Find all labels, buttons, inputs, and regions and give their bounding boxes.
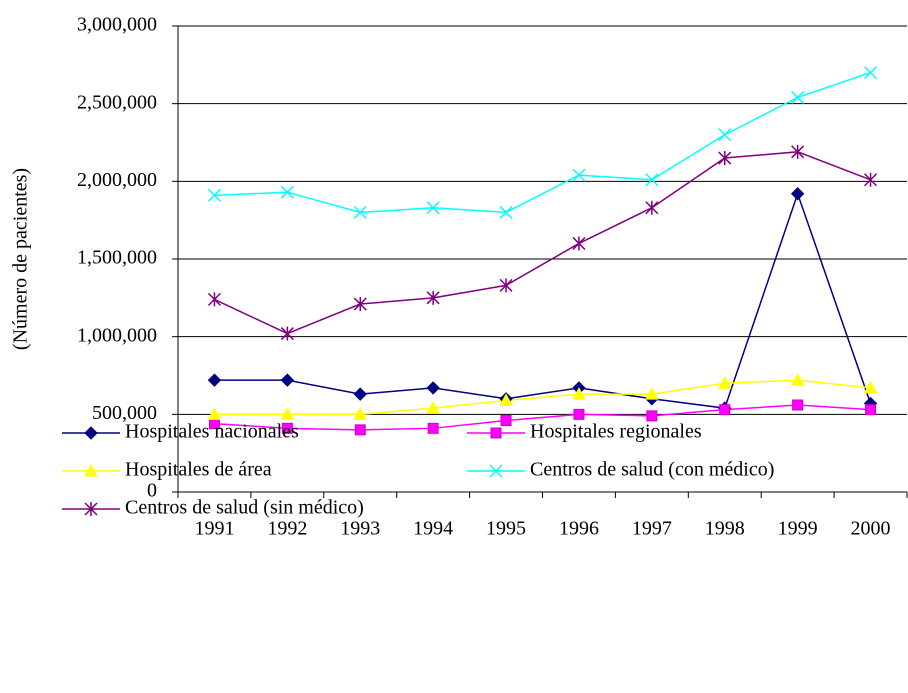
marker xyxy=(353,387,367,401)
marker xyxy=(718,151,732,166)
marker xyxy=(646,410,658,422)
x-tick-label: 1999 xyxy=(778,518,818,540)
marker xyxy=(499,278,513,293)
x-tick-label: 1992 xyxy=(267,518,307,540)
marker xyxy=(353,407,368,420)
marker xyxy=(207,407,222,420)
marker xyxy=(864,66,878,80)
marker xyxy=(280,407,295,420)
marker xyxy=(645,387,659,400)
marker xyxy=(207,188,221,202)
marker xyxy=(790,373,805,386)
marker xyxy=(353,297,367,312)
marker xyxy=(427,422,439,434)
legend-label: Hospitales nacionales xyxy=(125,421,299,443)
marker xyxy=(426,290,440,305)
marker xyxy=(573,408,585,420)
marker xyxy=(719,404,731,416)
marker xyxy=(280,373,295,387)
marker xyxy=(572,387,586,400)
legend-label: Hospitales de área xyxy=(125,459,272,481)
legend-marker xyxy=(489,464,503,478)
y-tick-label: 500,000 xyxy=(92,402,157,424)
y-tick-label: 3,000,000 xyxy=(77,14,157,36)
legend-marker xyxy=(84,463,98,477)
marker xyxy=(426,201,440,215)
marker xyxy=(353,205,367,219)
y-tick-label: 1,000,000 xyxy=(77,324,157,346)
marker xyxy=(354,424,366,436)
x-tick-label: 1994 xyxy=(413,518,453,540)
x-tick-label: 1991 xyxy=(194,518,234,540)
marker xyxy=(499,393,513,406)
marker xyxy=(791,90,805,104)
marker xyxy=(572,168,586,182)
y-tick-label: 2,500,000 xyxy=(77,91,157,113)
series-line xyxy=(214,151,871,335)
marker xyxy=(790,187,805,201)
legend-marker xyxy=(84,502,98,516)
series-line xyxy=(214,379,871,416)
marker xyxy=(499,205,513,219)
marker xyxy=(718,128,732,142)
marker xyxy=(791,144,805,159)
marker xyxy=(572,236,586,251)
y-axis-label: (Número de pacientes) xyxy=(10,168,32,350)
marker xyxy=(281,422,293,434)
marker xyxy=(280,326,294,341)
series-line xyxy=(214,404,871,431)
marker xyxy=(717,376,732,389)
x-tick-label: 1998 xyxy=(705,518,745,540)
marker xyxy=(645,200,659,215)
marker xyxy=(864,172,878,187)
legend-label: Centros de salud (sin médico) xyxy=(125,497,364,519)
y-tick-label: 1,500,000 xyxy=(77,247,157,269)
marker xyxy=(426,401,440,414)
marker xyxy=(207,292,221,307)
marker xyxy=(426,381,440,395)
marker xyxy=(792,399,804,411)
x-tick-label: 1993 xyxy=(340,518,380,540)
legend-marker xyxy=(84,426,98,440)
series-line xyxy=(214,71,871,214)
x-tick-label: 1995 xyxy=(486,518,526,540)
marker xyxy=(865,404,877,416)
marker xyxy=(280,185,294,199)
x-tick-label: 1997 xyxy=(632,518,672,540)
legend-label: Centros de salud (con médico) xyxy=(530,459,774,481)
y-tick-label: 0 xyxy=(147,480,157,502)
marker xyxy=(207,373,222,387)
marker xyxy=(863,380,878,394)
marker xyxy=(500,415,512,427)
series-line xyxy=(214,191,872,409)
x-tick-label: 2000 xyxy=(851,518,891,540)
marker xyxy=(645,173,659,187)
legend-label: Hospitales regionales xyxy=(530,421,702,443)
y-tick-label: 2,000,000 xyxy=(77,169,157,191)
legend-marker xyxy=(490,427,502,439)
x-tick-label: 1996 xyxy=(559,518,599,540)
